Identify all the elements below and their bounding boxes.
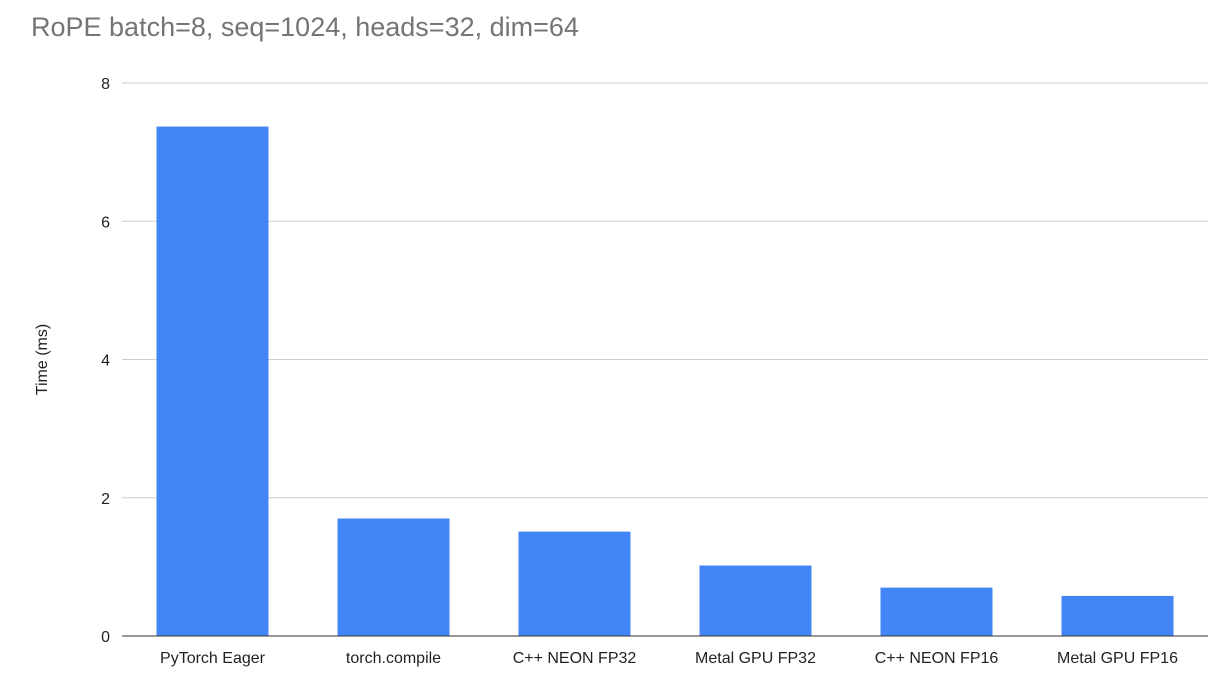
y-tick-label: 6 (101, 214, 110, 231)
bar (699, 565, 812, 636)
y-tick-label: 2 (101, 491, 110, 508)
gridlines (122, 82, 1208, 499)
x-tick-label: Metal GPU FP32 (695, 650, 816, 667)
bar (880, 587, 993, 636)
bar (156, 126, 269, 636)
x-tick-label: Metal GPU FP16 (1057, 650, 1178, 667)
chart-title: RoPE batch=8, seq=1024, heads=32, dim=64 (31, 12, 579, 42)
y-axis-title: Time (ms) (34, 324, 51, 395)
bar (1061, 595, 1174, 636)
x-tick-label: PyTorch Eager (160, 650, 266, 667)
x-tick-label: C++ NEON FP16 (875, 650, 999, 667)
y-tick-label: 0 (101, 629, 110, 646)
bars (156, 126, 1174, 636)
x-tick-label: torch.compile (346, 650, 441, 667)
y-axis-ticks: 0 2 4 6 8 (101, 76, 110, 646)
y-tick-label: 8 (101, 76, 110, 93)
bar (337, 518, 450, 636)
y-tick-label: 4 (101, 353, 110, 370)
bar (518, 531, 631, 636)
x-tick-label: C++ NEON FP32 (513, 650, 637, 667)
x-axis-ticks: PyTorch Eager torch.compile C++ NEON FP32 M… (160, 650, 1178, 667)
